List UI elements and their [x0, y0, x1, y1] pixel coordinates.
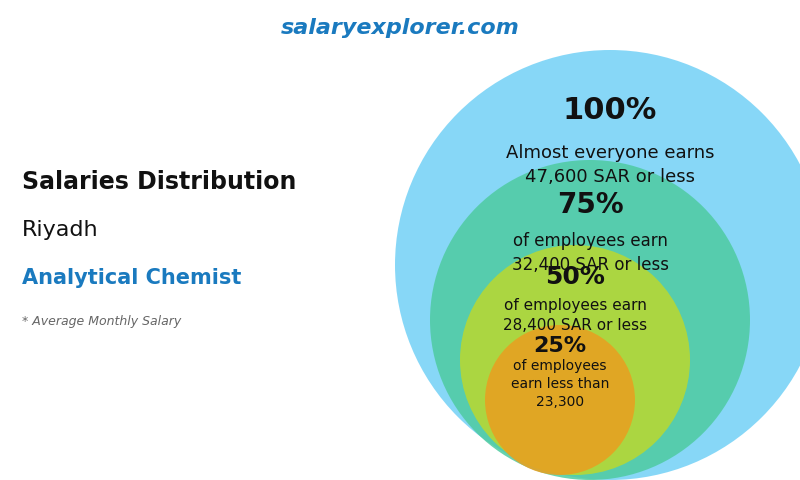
Circle shape — [395, 50, 800, 480]
Text: of employees
earn less than
23,300: of employees earn less than 23,300 — [511, 359, 609, 409]
Circle shape — [430, 160, 750, 480]
Circle shape — [460, 245, 690, 475]
Text: 25%: 25% — [534, 336, 586, 356]
Text: 100%: 100% — [563, 96, 657, 125]
Text: Riyadh: Riyadh — [22, 220, 98, 240]
Text: * Average Monthly Salary: * Average Monthly Salary — [22, 315, 182, 328]
Text: of employees earn
32,400 SAR or less: of employees earn 32,400 SAR or less — [511, 232, 669, 274]
Text: of employees earn
28,400 SAR or less: of employees earn 28,400 SAR or less — [503, 298, 647, 333]
Text: 75%: 75% — [557, 191, 623, 219]
Circle shape — [485, 325, 635, 475]
Text: salaryexplorer.com: salaryexplorer.com — [281, 18, 519, 38]
Text: Almost everyone earns
47,600 SAR or less: Almost everyone earns 47,600 SAR or less — [506, 144, 714, 186]
Text: 50%: 50% — [545, 265, 605, 289]
Text: Salaries Distribution: Salaries Distribution — [22, 170, 296, 194]
Text: Analytical Chemist: Analytical Chemist — [22, 268, 242, 288]
